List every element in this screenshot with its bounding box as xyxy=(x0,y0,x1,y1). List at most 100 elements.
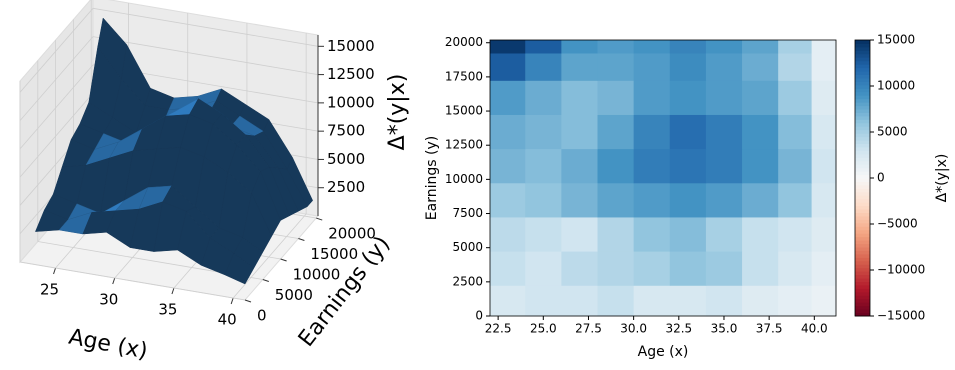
colorbar-slice xyxy=(855,109,870,113)
heatmap-cell xyxy=(742,40,779,54)
heatmap-cell xyxy=(742,80,779,115)
grid-line xyxy=(19,261,246,301)
colorbar-slice xyxy=(855,226,870,231)
heatmap-cell xyxy=(778,114,813,150)
heatmap-cell xyxy=(705,285,743,317)
colorbar-slice xyxy=(855,57,870,62)
heatmap-cell xyxy=(811,216,837,252)
heatmap-cell xyxy=(811,285,837,317)
heatmap-cell xyxy=(633,52,671,81)
heatmap-cell xyxy=(561,182,599,218)
heatmap-cell xyxy=(778,251,813,286)
heatmap-cell xyxy=(811,40,837,54)
x-tick-label: 27.5 xyxy=(575,322,602,336)
heatmap-cell xyxy=(490,182,526,218)
colorbar-slice xyxy=(855,215,870,220)
colorbar-tick-label: −10000 xyxy=(877,263,925,277)
colorbar-slice xyxy=(855,60,870,65)
heatmap-cell xyxy=(742,52,779,81)
heatmap-cell xyxy=(742,148,779,184)
z-tick-label: 7500 xyxy=(327,122,365,140)
colorbar-slice xyxy=(855,160,870,165)
heatmap-cell xyxy=(778,40,813,54)
colorbar-slice xyxy=(855,50,870,55)
heatmap-cell xyxy=(669,114,707,150)
y-tick-label: 15000 xyxy=(445,104,483,118)
colorbar-slice xyxy=(855,278,870,282)
y-tick-label: 12500 xyxy=(445,138,483,152)
grid-line xyxy=(19,92,94,178)
colorbar-slice xyxy=(855,274,870,279)
heatmap-cell xyxy=(742,285,779,317)
heatmap-cell xyxy=(705,114,743,150)
colorbar-tick-label: 0 xyxy=(877,171,885,185)
y-tick-label: 10000 xyxy=(445,172,483,186)
heatmap-cell xyxy=(597,251,635,286)
heatmap-cell xyxy=(742,182,779,218)
colorbar-slice xyxy=(855,209,870,213)
heatmap-cell xyxy=(742,251,779,286)
x-tick xyxy=(171,287,175,295)
y-tick-label: 0 xyxy=(475,309,483,323)
colorbar-slice xyxy=(855,153,870,158)
colorbar-slice xyxy=(855,240,870,245)
colorbar-slice xyxy=(855,191,870,196)
heatmap-cell xyxy=(525,182,562,218)
colorbar-slice xyxy=(855,295,870,300)
colorbar-slice xyxy=(855,122,870,127)
colorbar-slice xyxy=(855,305,870,310)
colorbar-tick-label: −5000 xyxy=(877,217,918,231)
heatmap-cell xyxy=(633,114,671,150)
grid-line xyxy=(19,36,94,121)
colorbar-slice xyxy=(855,195,870,200)
heatmap-cell xyxy=(633,148,671,184)
heatmap-cell xyxy=(669,52,707,81)
colorbar-slice xyxy=(855,188,870,193)
colorbar-tick-label: 15000 xyxy=(877,33,915,47)
colorbar-slice xyxy=(855,84,870,89)
colorbar-slice xyxy=(855,129,870,134)
colorbar-slice xyxy=(855,202,870,207)
heatmap-cell xyxy=(811,148,837,184)
heatmap-cell xyxy=(561,114,599,150)
heatmap-cell xyxy=(669,216,707,252)
x-tick-label: 32.5 xyxy=(665,322,692,336)
grid-line xyxy=(19,64,94,150)
colorbar-slice xyxy=(855,219,870,224)
heatmap-cell xyxy=(525,285,562,317)
heatmap-cell xyxy=(778,148,813,184)
colorbar-slice xyxy=(855,64,870,69)
colorbar-slice xyxy=(855,260,870,265)
y-axis-label: Earnings (y) xyxy=(424,136,440,220)
colorbar-slice xyxy=(855,198,870,203)
heatmap-cell xyxy=(705,52,743,81)
x-axis-label: Age (x) xyxy=(67,325,150,365)
heatmap-cell xyxy=(525,251,562,286)
colorbar-slice xyxy=(855,184,870,189)
y-tick-label: 20000 xyxy=(445,35,483,49)
heatmap-cell xyxy=(490,52,526,81)
heatmap-cell xyxy=(597,80,635,115)
colorbar-slice xyxy=(855,112,870,117)
y-tick-label: 5000 xyxy=(452,240,483,254)
colorbar-slice xyxy=(855,119,870,124)
colorbar-slice xyxy=(855,212,870,217)
heatmap-cell xyxy=(597,182,635,218)
colorbar-slice xyxy=(855,146,870,151)
z-tick-label: 5000 xyxy=(327,150,365,168)
colorbar-slice xyxy=(855,264,870,269)
heatmap-cell xyxy=(742,216,779,252)
heatmap-cell xyxy=(490,148,526,184)
colorbar-slice xyxy=(855,98,870,103)
colorbar-slice xyxy=(855,222,870,227)
colorbar-slice xyxy=(855,46,870,51)
colorbar-slice xyxy=(855,167,870,172)
colorbar-slice xyxy=(855,267,870,272)
heatmap-cell xyxy=(597,52,635,81)
x-tick xyxy=(230,297,234,305)
y-tick-label: 7500 xyxy=(452,206,483,220)
x-tick-label: 35 xyxy=(158,301,177,319)
colorbar-slice xyxy=(855,95,870,100)
colorbar-slice xyxy=(855,157,870,162)
x-tick-label: 30.0 xyxy=(620,322,647,336)
